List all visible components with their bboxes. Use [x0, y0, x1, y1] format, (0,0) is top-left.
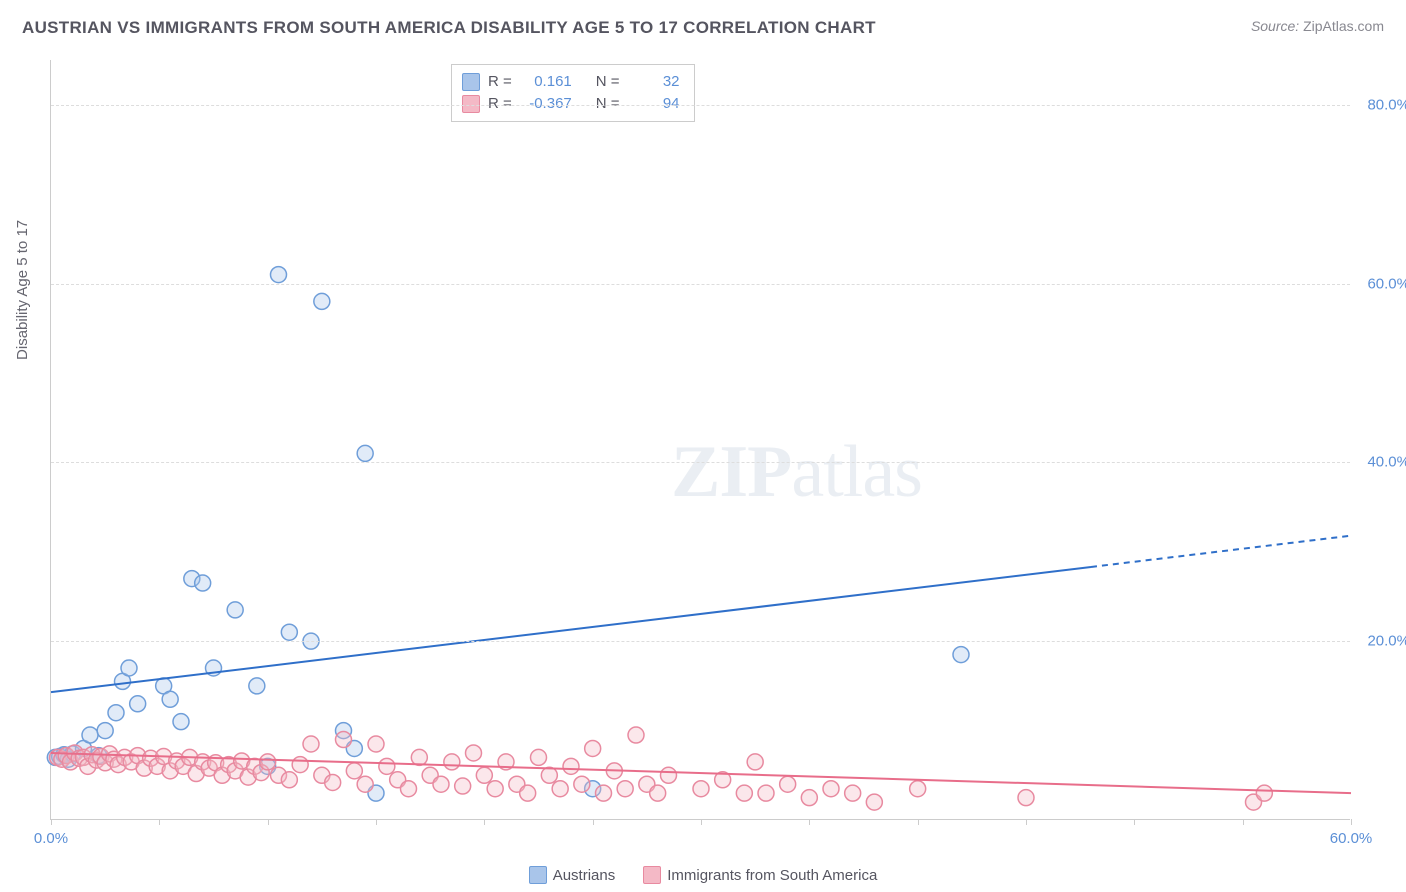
scatter-point — [563, 758, 579, 774]
scatter-point — [596, 785, 612, 801]
scatter-point — [747, 754, 763, 770]
scatter-point — [260, 754, 276, 770]
scatter-point — [661, 767, 677, 783]
scatter-point — [466, 745, 482, 761]
scatter-point — [314, 293, 330, 309]
scatter-point — [552, 781, 568, 797]
bottom-legend-swatch-2 — [643, 866, 661, 884]
scatter-point — [953, 647, 969, 663]
scatter-point — [650, 785, 666, 801]
scatter-point — [444, 754, 460, 770]
plot-area: ZIPatlas R = 0.161 N = 32 R = -0.367 N =… — [50, 60, 1350, 820]
bottom-legend-item-2: Immigrants from South America — [643, 866, 877, 884]
scatter-point — [303, 736, 319, 752]
scatter-point — [357, 445, 373, 461]
bottom-legend: Austrians Immigrants from South America — [0, 866, 1406, 884]
scatter-point — [585, 740, 601, 756]
scatter-point — [411, 749, 427, 765]
y-tick-label: 40.0% — [1355, 454, 1406, 471]
scatter-point — [108, 705, 124, 721]
y-tick-label: 80.0% — [1355, 96, 1406, 113]
scatter-point — [628, 727, 644, 743]
scatter-point — [130, 696, 146, 712]
scatter-point — [693, 781, 709, 797]
scatter-point — [520, 785, 536, 801]
scatter-point — [249, 678, 265, 694]
bottom-legend-swatch-1 — [529, 866, 547, 884]
scatter-point — [758, 785, 774, 801]
scatter-point — [617, 781, 633, 797]
scatter-point — [368, 736, 384, 752]
source-attribution: Source: ZipAtlas.com — [1251, 18, 1384, 34]
scatter-point — [227, 602, 243, 618]
scatter-point — [162, 691, 178, 707]
scatter-point — [574, 776, 590, 792]
scatter-point — [401, 781, 417, 797]
plot-svg — [51, 60, 1350, 819]
scatter-point — [801, 790, 817, 806]
trendline-extrapolated — [1091, 536, 1351, 567]
scatter-point — [487, 781, 503, 797]
bottom-legend-label-2: Immigrants from South America — [667, 867, 877, 884]
scatter-point — [780, 776, 796, 792]
scatter-point — [281, 624, 297, 640]
scatter-point — [325, 774, 341, 790]
scatter-point — [271, 267, 287, 283]
chart-container: AUSTRIAN VS IMMIGRANTS FROM SOUTH AMERIC… — [0, 0, 1406, 892]
source-label: Source: — [1251, 18, 1299, 34]
scatter-point — [531, 749, 547, 765]
scatter-point — [910, 781, 926, 797]
scatter-point — [97, 723, 113, 739]
scatter-point — [121, 660, 137, 676]
x-tick-label: 60.0% — [1330, 830, 1373, 847]
scatter-point — [379, 758, 395, 774]
scatter-point — [292, 757, 308, 773]
scatter-point — [541, 767, 557, 783]
source-value: ZipAtlas.com — [1303, 18, 1384, 34]
y-tick-label: 60.0% — [1355, 275, 1406, 292]
y-axis-label: Disability Age 5 to 17 — [14, 220, 31, 360]
scatter-point — [845, 785, 861, 801]
chart-title: AUSTRIAN VS IMMIGRANTS FROM SOUTH AMERIC… — [22, 18, 876, 38]
scatter-point — [455, 778, 471, 794]
bottom-legend-label-1: Austrians — [553, 867, 616, 884]
scatter-point — [1256, 785, 1272, 801]
scatter-point — [866, 794, 882, 810]
scatter-point — [281, 772, 297, 788]
scatter-point — [82, 727, 98, 743]
bottom-legend-item-1: Austrians — [529, 866, 616, 884]
scatter-point — [433, 776, 449, 792]
scatter-point — [195, 575, 211, 591]
scatter-point — [357, 776, 373, 792]
y-tick-label: 20.0% — [1355, 633, 1406, 650]
scatter-point — [346, 763, 362, 779]
scatter-point — [476, 767, 492, 783]
scatter-point — [736, 785, 752, 801]
x-tick-label: 0.0% — [34, 830, 68, 847]
scatter-point — [173, 714, 189, 730]
scatter-point — [336, 732, 352, 748]
scatter-point — [823, 781, 839, 797]
scatter-point — [1018, 790, 1034, 806]
